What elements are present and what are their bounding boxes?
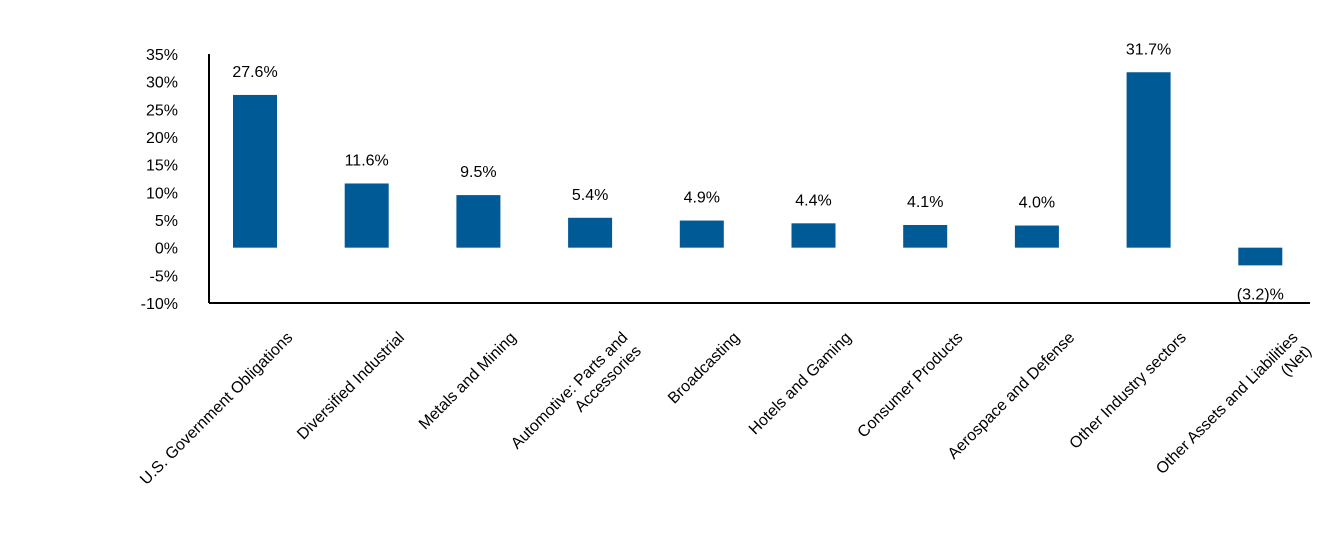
bar [679, 220, 724, 248]
data-label: 4.0% [1019, 195, 1055, 212]
y-tick-label: 30% [146, 75, 178, 92]
category-label: Consumer Products [855, 329, 967, 441]
data-label: 5.4% [572, 187, 608, 204]
data-label: 11.6% [345, 152, 389, 169]
bar [903, 224, 948, 248]
bar [568, 217, 613, 248]
category-label: Other Industry sectors [1067, 329, 1190, 452]
data-label: 4.9% [684, 190, 720, 207]
category-label: Automotive: Parts andAccessories [508, 329, 645, 466]
data-label: 27.6% [232, 64, 277, 81]
y-tick-label: -5% [150, 268, 178, 285]
y-tick-label: 0% [155, 241, 178, 258]
bar [233, 94, 277, 248]
data-label: 4.1% [907, 194, 943, 211]
data-label: 9.5% [460, 164, 496, 181]
y-tick-label: 25% [146, 102, 178, 119]
data-label: 4.4% [795, 192, 831, 209]
bar [1238, 247, 1283, 266]
y-tick-label: 5% [155, 213, 178, 230]
y-tick-label: 35% [146, 47, 178, 64]
bar [791, 223, 836, 248]
y-tick-label: 15% [146, 158, 178, 175]
data-labels: 27.6% 11.6% 9.5% 5.4% 4.9% 4.4% 4.1% 4.0% 31.7% (… [232, 41, 1284, 303]
y-tick-label: 10% [146, 185, 178, 202]
data-label: 31.7% [1126, 41, 1171, 58]
bar [344, 183, 389, 248]
category-label: Hotels and Gaming [746, 329, 855, 438]
category-label: U.S. Government Obligations [137, 329, 296, 488]
bar [456, 195, 501, 248]
bar [1126, 72, 1171, 248]
bars [233, 72, 1283, 266]
category-label: Broadcasting [665, 329, 743, 407]
category-label: Aerospace and Defense [945, 329, 1078, 462]
category-label: Diversified Industrial [294, 329, 408, 443]
bar [1014, 225, 1059, 248]
y-axis-ticks: -10% -5% 0% 5% 10% 15% 20% 25% 30% 35% [141, 47, 178, 313]
y-tick-label: 20% [146, 130, 178, 147]
y-tick-label: -10% [141, 296, 178, 313]
category-label: Metals and Mining [416, 329, 520, 433]
data-label: (3.2)% [1237, 286, 1284, 303]
